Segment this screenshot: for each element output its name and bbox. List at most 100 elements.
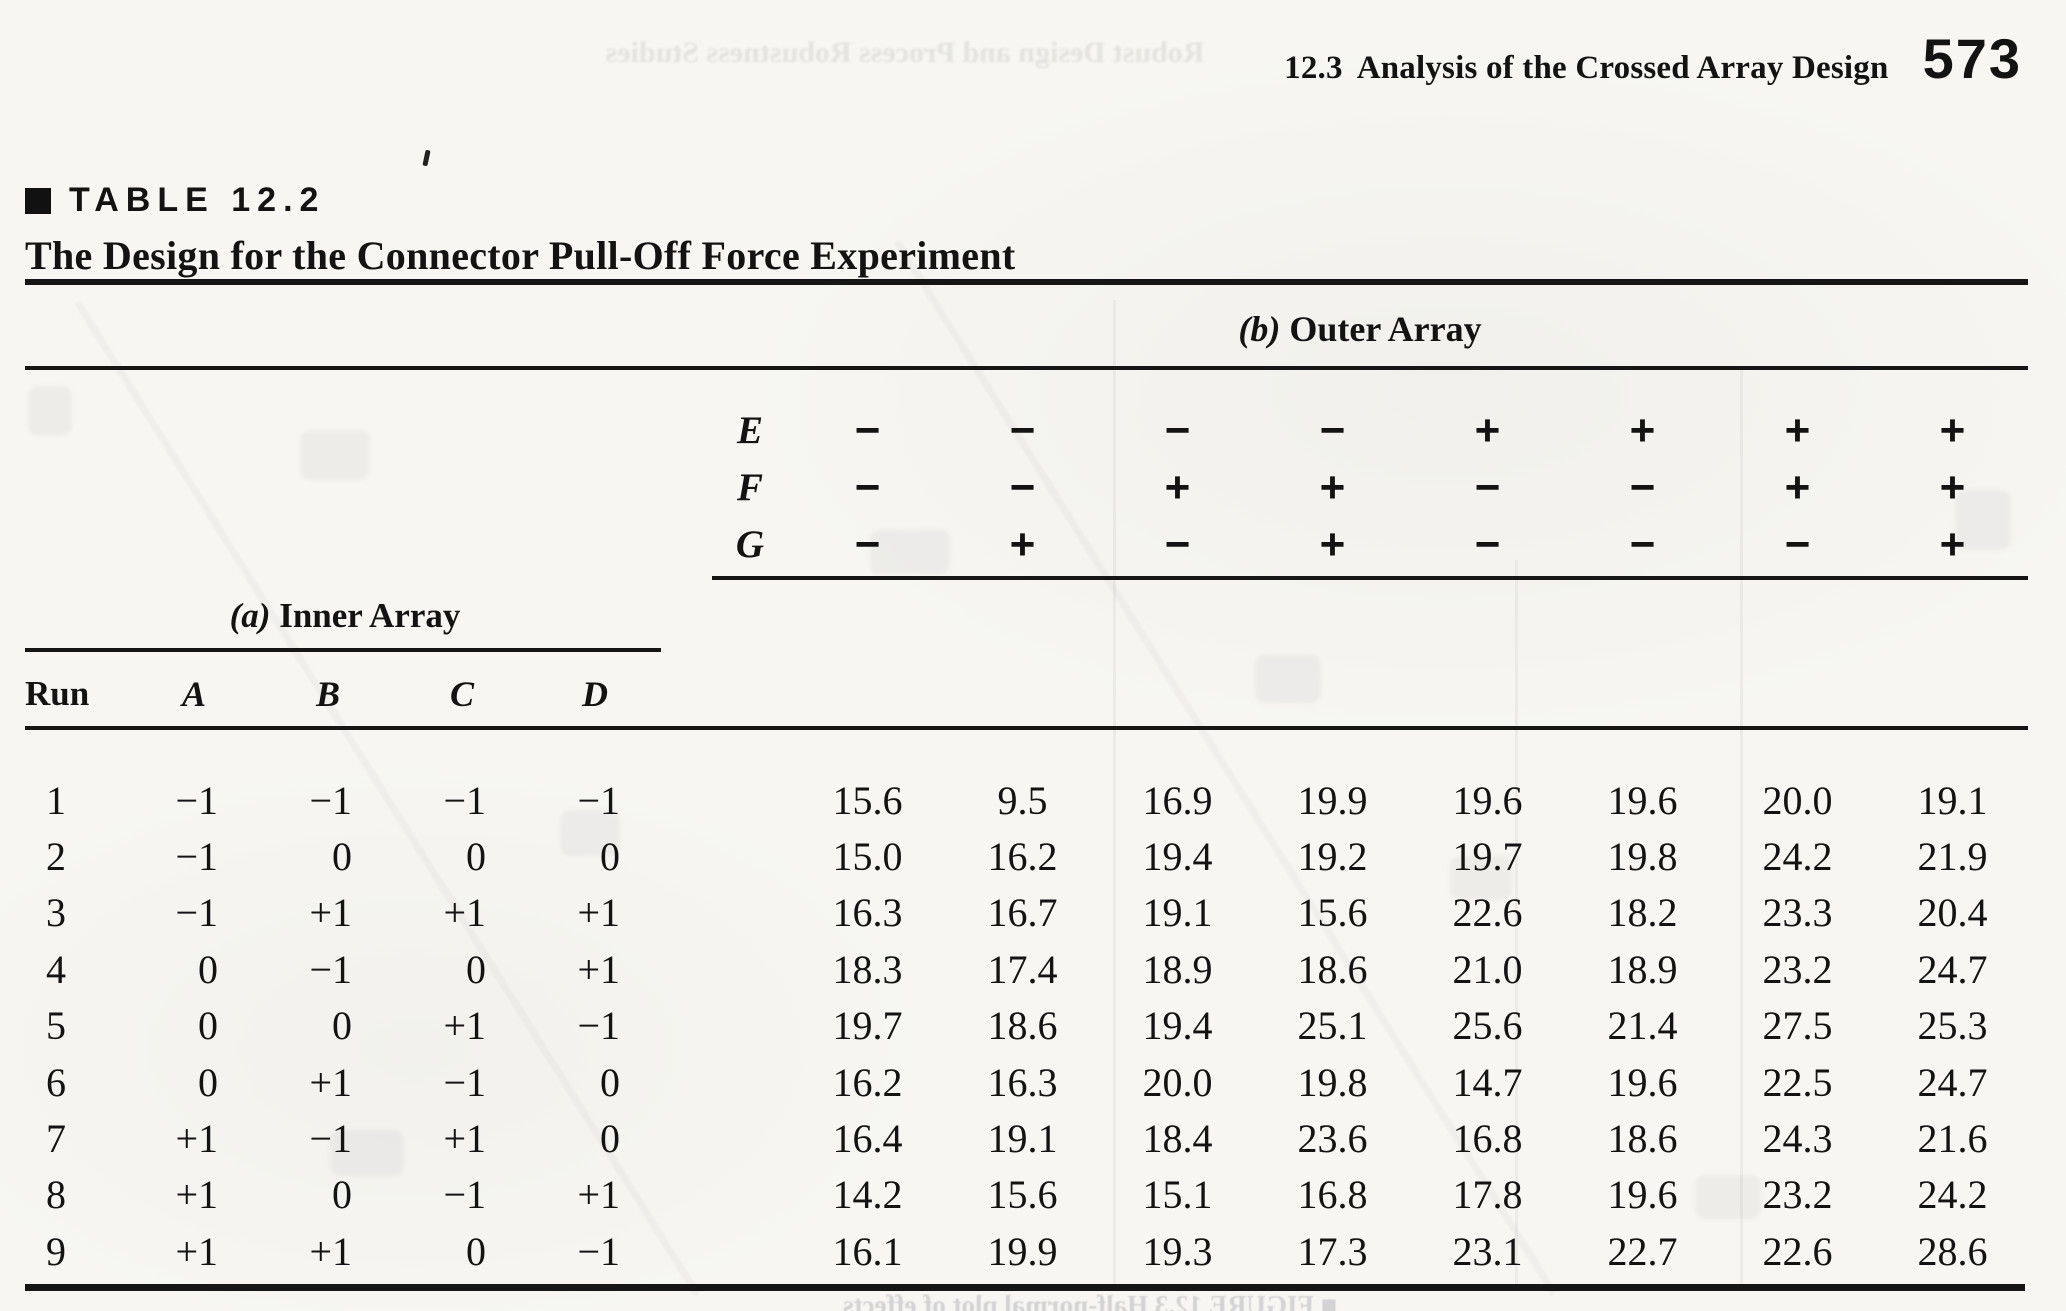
- run-rows: 1 −1 −1 −1 −1 15.6 9.5 16.9 19.9 19.6 19.6 20.0 19.1…: [25, 772, 2030, 1280]
- response-cell: 19.1: [1142, 890, 1213, 936]
- scan-smudge: [1955, 490, 2011, 550]
- outer-array-heading: (b) Outer Array: [1090, 308, 1630, 350]
- inner-level-cell: +1: [175, 1116, 218, 1162]
- factor-sign-cell: +: [1009, 519, 1036, 569]
- table-row: 4 0 −1 0 +1 18.3 17.4 18.9 18.6 21.0 18.9 23.2 24.7: [25, 941, 2030, 997]
- column-header-run: Run: [25, 674, 90, 713]
- inner-level-cell: −1: [309, 1116, 352, 1162]
- bleed-through-line: [1113, 300, 1116, 1290]
- response-cell: 18.9: [1607, 946, 1678, 992]
- response-cell: 27.5: [1762, 1003, 1833, 1049]
- inner-level-cell: −1: [309, 946, 352, 992]
- factor-sign-cell: −: [1009, 405, 1036, 455]
- response-cell: 17.3: [1297, 1228, 1368, 1274]
- response-cell: 19.6: [1607, 1172, 1678, 1218]
- scan-smudge: [1255, 655, 1321, 703]
- response-cell: 18.6: [1607, 1116, 1678, 1162]
- response-cell: 16.4: [832, 1116, 903, 1162]
- run-number: 2: [46, 834, 66, 880]
- response-cell: 15.6: [987, 1172, 1058, 1218]
- outer-factor-rows: E − − − − + + + + F − − + + − − + + G − + − + − − − +: [710, 402, 2030, 573]
- response-cell: 20.4: [1917, 890, 1988, 936]
- response-cell: 24.2: [1917, 1172, 1988, 1218]
- inner-level-cell: −1: [175, 777, 218, 823]
- inner-heading-prefix: (a): [229, 596, 271, 635]
- response-cell: 19.8: [1607, 834, 1678, 880]
- response-cell: 24.3: [1762, 1116, 1833, 1162]
- factor-sign-cell: −: [854, 519, 881, 569]
- response-cell: 19.7: [832, 1003, 903, 1049]
- table-row: 5 0 0 +1 −1 19.7 18.6 19.4 25.1 25.6 21.4 27.5 25.3: [25, 998, 2030, 1054]
- response-cell: 9.5: [997, 777, 1048, 823]
- inner-level-cell: 0: [198, 1003, 218, 1049]
- factor-label: E: [736, 409, 763, 452]
- inner-level-cell: 0: [332, 1003, 352, 1049]
- response-cell: 17.8: [1452, 1172, 1523, 1218]
- inner-level-cell: 0: [332, 834, 352, 880]
- inner-level-cell: −1: [175, 834, 218, 880]
- factor-sign-cell: −: [854, 405, 881, 455]
- table-row: 6 0 +1 −1 0 16.2 16.3 20.0 19.8 14.7 19.6 22.5 24.7: [25, 1054, 2030, 1110]
- run-number: 8: [46, 1172, 66, 1218]
- response-cell: 21.0: [1452, 946, 1523, 992]
- inner-level-cell: −1: [175, 890, 218, 936]
- column-header-b: B: [315, 674, 340, 714]
- response-cell: 21.4: [1607, 1003, 1678, 1049]
- factor-sign-cell: +: [1164, 462, 1191, 512]
- response-cell: 18.2: [1607, 890, 1678, 936]
- outer-factor-row: E − − − − + + + +: [710, 402, 2030, 459]
- response-cell: 19.7: [1452, 834, 1523, 880]
- response-cell: 14.7: [1452, 1059, 1523, 1105]
- inner-level-cell: +1: [309, 1228, 352, 1274]
- table-row: 7 +1 −1 +1 0 16.4 19.1 18.4 23.6 16.8 18.6 24.3 21.6: [25, 1110, 2030, 1166]
- table-bottom-rule: [25, 1284, 2025, 1291]
- table-title: The Design for the Connector Pull-Off Fo…: [25, 233, 1016, 278]
- response-cell: 16.3: [987, 1059, 1058, 1105]
- factor-sign-cell: −: [1319, 405, 1346, 455]
- response-cell: 25.1: [1297, 1003, 1368, 1049]
- response-cell: 19.4: [1142, 1003, 1213, 1049]
- inner-array-heading: (a) Inner Array: [90, 596, 600, 636]
- run-number: 1: [46, 777, 66, 823]
- response-cell: 16.9: [1142, 777, 1213, 823]
- outer-array-rule: [25, 366, 2028, 370]
- response-cell: 19.4: [1142, 834, 1213, 880]
- response-cell: 19.9: [987, 1228, 1058, 1274]
- factor-label: G: [735, 523, 765, 566]
- inner-level-cell: −1: [309, 777, 352, 823]
- factor-sign-cell: +: [1474, 405, 1501, 455]
- inner-level-cell: +1: [309, 1059, 352, 1105]
- table-row: 1 −1 −1 −1 −1 15.6 9.5 16.9 19.9 19.6 19.6 20.0 19.1: [25, 772, 2030, 828]
- table-row: 9 +1 +1 0 −1 16.1 19.9 19.3 17.3 23.1 22.7 22.6 28.6: [25, 1223, 2030, 1279]
- scan-smudge: [300, 430, 370, 480]
- factor-sign-cell: +: [1319, 519, 1346, 569]
- table-row: 3 −1 +1 +1 +1 16.3 16.7 19.1 15.6 22.6 18.2 23.3 20.…: [25, 885, 2030, 941]
- outer-factor-row: F − − + + − − + +: [710, 459, 2030, 516]
- response-cell: 19.1: [987, 1116, 1058, 1162]
- factor-sign-cell: +: [1939, 519, 1966, 569]
- factor-sign-cell: +: [1629, 405, 1656, 455]
- response-cell: 19.1: [1917, 777, 1988, 823]
- factor-sign-cell: +: [1939, 462, 1966, 512]
- inner-level-cell: +1: [175, 1228, 218, 1274]
- scan-smudge: [1695, 1175, 1761, 1219]
- response-cell: 22.6: [1452, 890, 1523, 936]
- response-cell: 18.6: [987, 1003, 1058, 1049]
- inner-level-cell: +1: [577, 946, 620, 992]
- outer-heading-prefix: (b): [1238, 309, 1281, 349]
- column-header-d: D: [582, 674, 608, 714]
- response-cell: 21.6: [1917, 1116, 1988, 1162]
- inner-level-cell: +1: [443, 1003, 486, 1049]
- scan-smudge: [330, 1130, 404, 1176]
- response-cell: 19.9: [1297, 777, 1368, 823]
- outer-factor-row: G − + − + − − − +: [710, 516, 2030, 573]
- response-cell: 28.6: [1917, 1228, 1988, 1274]
- inner-array-header-row: Run A B C D: [25, 668, 625, 720]
- response-cell: 22.7: [1607, 1228, 1678, 1274]
- column-header-a: A: [181, 674, 206, 714]
- table-number: TABLE 12.2: [69, 181, 326, 219]
- response-cell: 16.8: [1452, 1116, 1523, 1162]
- section-number: 12.3: [1284, 50, 1343, 86]
- inner-level-cell: −1: [443, 777, 486, 823]
